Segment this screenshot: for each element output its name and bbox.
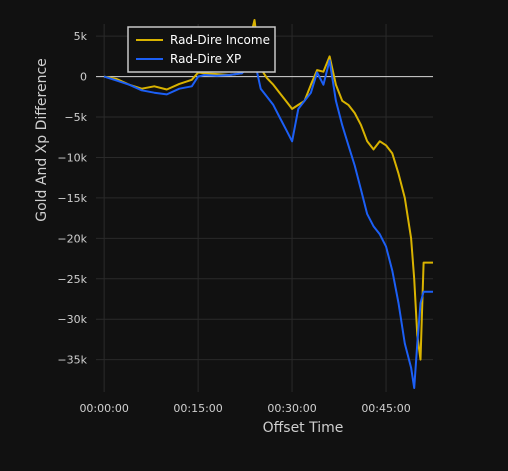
x-tick-label-0: 00:00:00 [79, 402, 128, 415]
y-tick-label-5: −20k [57, 232, 87, 245]
legend-box [127, 26, 276, 73]
x-tick-label-1: 00:15:00 [173, 402, 222, 415]
y-tick-label-0: 5k [74, 30, 88, 43]
series-lines [103, 19, 433, 389]
x-tick-label-2: 00:30:00 [267, 402, 316, 415]
series-line-1 [103, 59, 433, 389]
y-tick-label-2: −5k [64, 111, 87, 124]
y-tick-label-8: −35k [57, 354, 87, 367]
legend-label-xp: Rad-Dire XP [170, 52, 241, 66]
legend-label-income: Rad-Dire Income [170, 33, 270, 47]
y-tick-label-6: −25k [57, 273, 87, 286]
y-tick-label-1: 0 [80, 71, 87, 84]
y-tick-label-7: −30k [57, 313, 87, 326]
series-line-0 [103, 19, 433, 361]
x-tick-label-3: 00:45:00 [361, 402, 410, 415]
y-axis-title: Gold And Xp Difference [34, 58, 50, 222]
x-axis-title: Offset Time [263, 420, 344, 436]
legend: Rad-Dire Income Rad-Dire XP [127, 26, 276, 73]
plot-background [96, 24, 433, 392]
y-tick-label-4: −15k [57, 192, 87, 205]
y-tick-label-3: −10k [57, 151, 87, 164]
tick-labels: 00:00:00 00:15:00 00:30:00 00:45:00 5k 0 −5k −1… [57, 30, 410, 415]
